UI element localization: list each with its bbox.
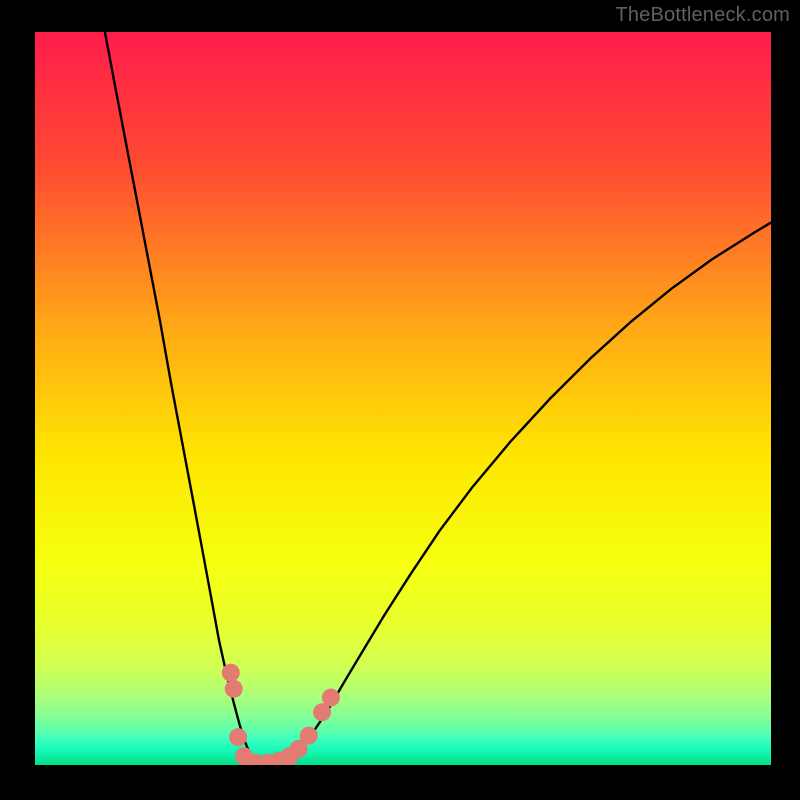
data-marker (222, 664, 240, 682)
data-marker (229, 728, 247, 746)
figure-root: TheBottleneck.com (0, 0, 800, 800)
chart-plot-area (35, 32, 771, 765)
data-marker (300, 727, 318, 745)
watermark-text: TheBottleneck.com (615, 4, 790, 27)
chart-svg (35, 32, 771, 765)
data-marker (225, 680, 243, 698)
chart-gradient-background (35, 32, 771, 765)
data-marker (322, 689, 340, 707)
